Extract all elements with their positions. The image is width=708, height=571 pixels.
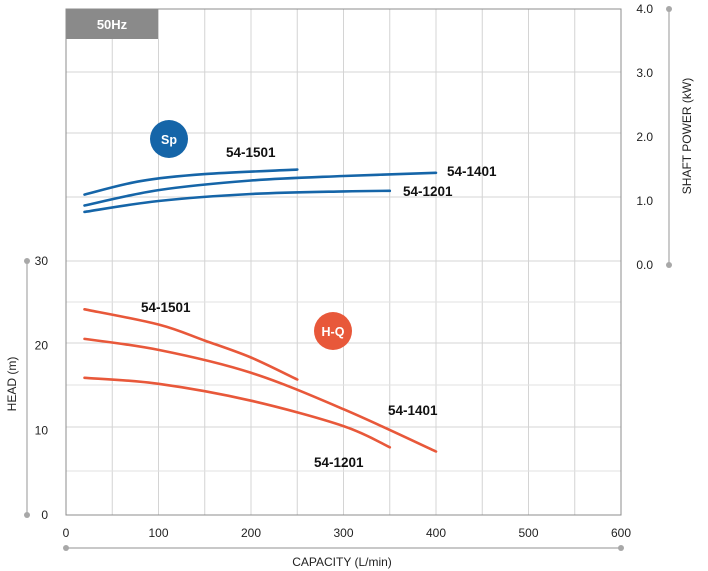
capacity-tick-label: 300 [333, 526, 353, 540]
capacity-tick-label: 100 [148, 526, 168, 540]
head-series-label: 54-1401 [388, 403, 438, 418]
hq-badge [314, 312, 352, 350]
hq-badge-text: H-Q [322, 325, 345, 339]
head-curve-54-1401 [83, 337, 438, 453]
head-axis-end-dot [24, 258, 30, 264]
power-tick-label: 1.0 [636, 194, 653, 208]
power-curve-54-1201 [83, 189, 392, 214]
capacity-tick-label: 200 [241, 526, 261, 540]
sp-badge-text: Sp [161, 133, 177, 147]
power-tick-label: 2.0 [636, 130, 653, 144]
y-axis-label-power: SHAFT POWER (kW) [680, 78, 694, 194]
power-series-label: 54-1401 [447, 164, 497, 179]
head-series-label: 54-1501 [141, 300, 191, 315]
power-tick-label: 4.0 [636, 2, 653, 16]
plot-frame [65, 8, 622, 516]
head-tick-label: 10 [35, 423, 49, 437]
power-axis-end-dot [666, 6, 672, 12]
grid [66, 8, 621, 516]
capacity-tick-label: 600 [611, 526, 631, 540]
sp-badge [150, 120, 188, 158]
curve-labels: 54-1501 54-1401 54-1201 54-1501 54-1401 54-12… [141, 145, 497, 470]
capacity-tick-label: 500 [518, 526, 538, 540]
head-series-label: 54-1201 [314, 455, 364, 470]
head-curve-54-1201 [83, 376, 392, 449]
head-axis-end-dot [24, 512, 30, 518]
power-curve-54-1501 [83, 168, 299, 196]
capacity-tick-label: 400 [426, 526, 446, 540]
power-tick-label: 3.0 [636, 66, 653, 80]
capacity-axis-end-dot [618, 545, 624, 551]
capacity-tick-label: 0 [63, 526, 70, 540]
power-series-label: 54-1501 [226, 145, 276, 160]
curves [83, 168, 438, 453]
frequency-tag: 50Hz [97, 17, 128, 32]
power-curve-54-1401 [83, 171, 438, 207]
y-axis-label-head: HEAD (m) [5, 357, 19, 412]
capacity-axis-end-dot [63, 545, 69, 551]
power-axis-end-dot [666, 262, 672, 268]
axes: 0 10 20 30 0.0 1.0 2.0 3.0 4.0 0 100 200 300 400 500 60… [24, 2, 672, 551]
head-tick-label: 20 [35, 339, 49, 353]
head-curve-54-1501 [83, 308, 299, 381]
hz-tag-background [66, 9, 158, 39]
head-tick-label: 30 [35, 254, 49, 268]
head-tick-label: 0 [41, 508, 48, 522]
power-series-label: 54-1201 [403, 184, 453, 199]
x-axis-label: CAPACITY (L/min) [292, 555, 392, 569]
power-tick-label: 0.0 [636, 258, 653, 272]
